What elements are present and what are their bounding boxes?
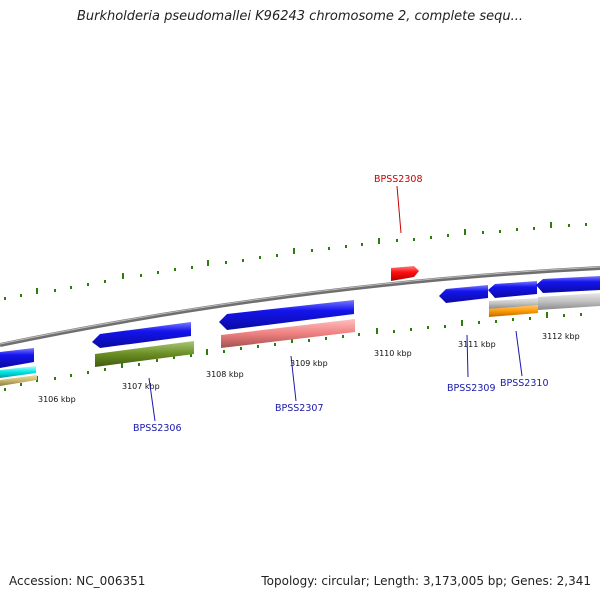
gene-BPSS2309-arrow[interactable] — [439, 285, 488, 303]
label-leader — [290, 355, 297, 402]
gene-BPSS2311-arrow[interactable] — [536, 276, 600, 293]
gene-BPSS2306-feature — [95, 341, 194, 367]
gene-label-BPSS2310[interactable]: BPSS2310 — [500, 378, 548, 389]
gene-label-BPSS2308[interactable]: BPSS2308 — [374, 174, 422, 185]
gene-BPSS2306-arrow[interactable] — [92, 322, 191, 348]
gene-BPSS2310-orange-feature — [489, 305, 538, 317]
gene-label-BPSS2306[interactable]: BPSS2306 — [133, 423, 181, 434]
kbp-label: 3107 kbp — [122, 382, 160, 391]
gene-BPSS2307-arrow[interactable] — [219, 300, 354, 330]
map-title: Burkholderia pseudomallei K96243 chromos… — [76, 9, 524, 24]
gene-BPSS2308-arrow[interactable] — [391, 266, 419, 281]
label-leader — [515, 330, 523, 377]
outer-tick-track — [4, 222, 587, 300]
gene-BPSS2311-grey-feature — [538, 293, 600, 310]
gene-label-BPSS2307[interactable]: BPSS2307 — [275, 403, 323, 414]
label-leader — [466, 334, 469, 378]
label-leader — [396, 185, 402, 234]
kbp-label: 3108 kbp — [206, 370, 244, 379]
kbp-label: 3106 kbp — [38, 395, 76, 404]
kbp-label: 3109 kbp — [290, 359, 328, 368]
gene-BPSS2305-cyan-feature — [0, 366, 36, 378]
accession-text: Accession: NC_006351 — [9, 574, 146, 588]
label-leader — [148, 377, 156, 422]
kbp-label: 3110 kbp — [374, 349, 412, 358]
inner-tick-track — [4, 312, 582, 391]
gene-label-BPSS2309[interactable]: BPSS2309 — [447, 383, 495, 394]
gene-BPSS2310-arrow[interactable] — [488, 281, 537, 298]
kbp-label: 3112 kbp — [542, 332, 580, 341]
chromosome-backbone — [0, 266, 600, 347]
gene-BPSS2307-feature — [221, 319, 355, 348]
gene-BPSS2305-khaki-feature — [0, 375, 37, 386]
genome-summary-text: Topology: circular; Length: 3,173,005 bp… — [261, 574, 591, 588]
gene-BPSS2305-arrow[interactable] — [0, 348, 34, 368]
kbp-label: 3111 kbp — [458, 340, 496, 349]
